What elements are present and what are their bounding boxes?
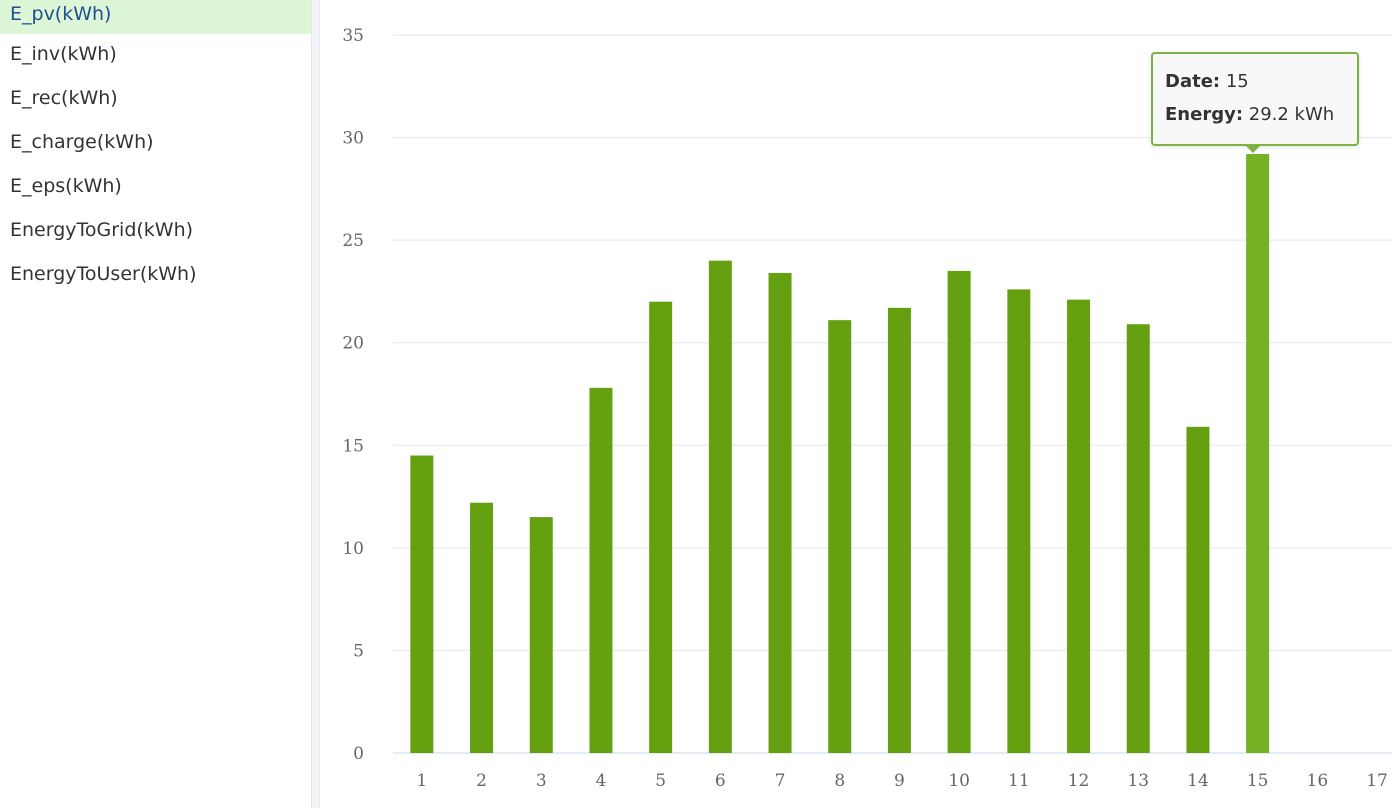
bar [887,307,911,753]
tooltip-pointer [1245,145,1261,153]
x-tick-label: 8 [834,771,845,791]
y-tick-label: 5 [353,641,364,661]
tooltip-date-value: 15 [1225,71,1249,92]
x-tick-label: 15 [1247,771,1269,791]
tooltip-energy-value: 29.2 kWh [1248,104,1335,125]
sidebar-item-6[interactable]: EnergyToUser(kWh) [10,263,197,285]
tooltip-energy-row: Energy: 29.2 kWh [1165,101,1345,134]
sidebar-item-1[interactable]: E_inv(kWh) [10,43,117,65]
sidebar-item-2[interactable]: E_rec(kWh) [10,87,118,109]
bar [1186,426,1210,753]
bar [1007,289,1031,753]
x-tick-label: 6 [715,771,726,791]
y-axis-ticks: 0 5 10 15 20 25 30 35 [342,26,364,764]
sidebar-item-3[interactable]: E_charge(kWh) [10,131,154,153]
y-tick-label: 30 [342,129,364,149]
y-tick-label: 35 [342,26,364,46]
bar [1126,324,1150,753]
x-tick-label: 11 [1008,771,1030,791]
y-tick-label: 15 [342,436,364,456]
tooltip-energy-label: Energy: [1165,104,1244,125]
x-tick-label: 7 [775,771,786,791]
sidebar-item-5[interactable]: EnergyToGrid(kWh) [10,219,194,241]
x-tick-label: 3 [536,771,547,791]
y-tick-label: 25 [342,231,364,251]
sidebar-item-4[interactable]: E_eps(kWh) [10,175,122,197]
x-tick-label: 14 [1187,771,1209,791]
bar [529,517,553,753]
x-tick-label: 13 [1127,771,1149,791]
bar [708,260,732,753]
sidebar-item-0[interactable]: E_pv(kWh) [0,0,311,34]
bar [410,455,434,753]
bar-tooltip: Date: 15 Energy: 29.2 kWh [1151,52,1359,153]
bar [828,320,852,753]
x-tick-label: 17 [1366,771,1388,791]
bar [1067,299,1091,753]
x-tick-label: 1 [416,771,427,791]
metric-sidebar: E_pv(kWh) E_inv(kWh) E_rec(kWh) E_charge(kW… [0,0,312,808]
tooltip-date-label: Date: [1165,71,1221,92]
x-tick-label: 10 [948,771,970,791]
panel-divider[interactable] [312,0,320,808]
bar [649,301,673,753]
bar [470,502,494,753]
x-tick-label: 5 [655,771,666,791]
x-tick-label: 4 [596,771,607,791]
bar [947,270,971,753]
bar [589,387,613,753]
bars [410,153,1270,754]
bar [1246,153,1270,754]
x-tick-label: 12 [1068,771,1090,791]
tooltip-date-row: Date: 15 [1165,68,1345,101]
x-tick-label: 2 [476,771,487,791]
x-tick-label: 9 [894,771,905,791]
x-tick-label: 16 [1307,771,1329,791]
y-tick-label: 10 [342,539,364,559]
y-tick-label: 20 [342,334,364,354]
y-tick-label: 0 [353,744,364,764]
bar [768,272,792,753]
x-axis-ticks: 1 2 3 4 5 6 7 8 9 10 11 12 13 14 15 16 17 [416,771,1387,791]
